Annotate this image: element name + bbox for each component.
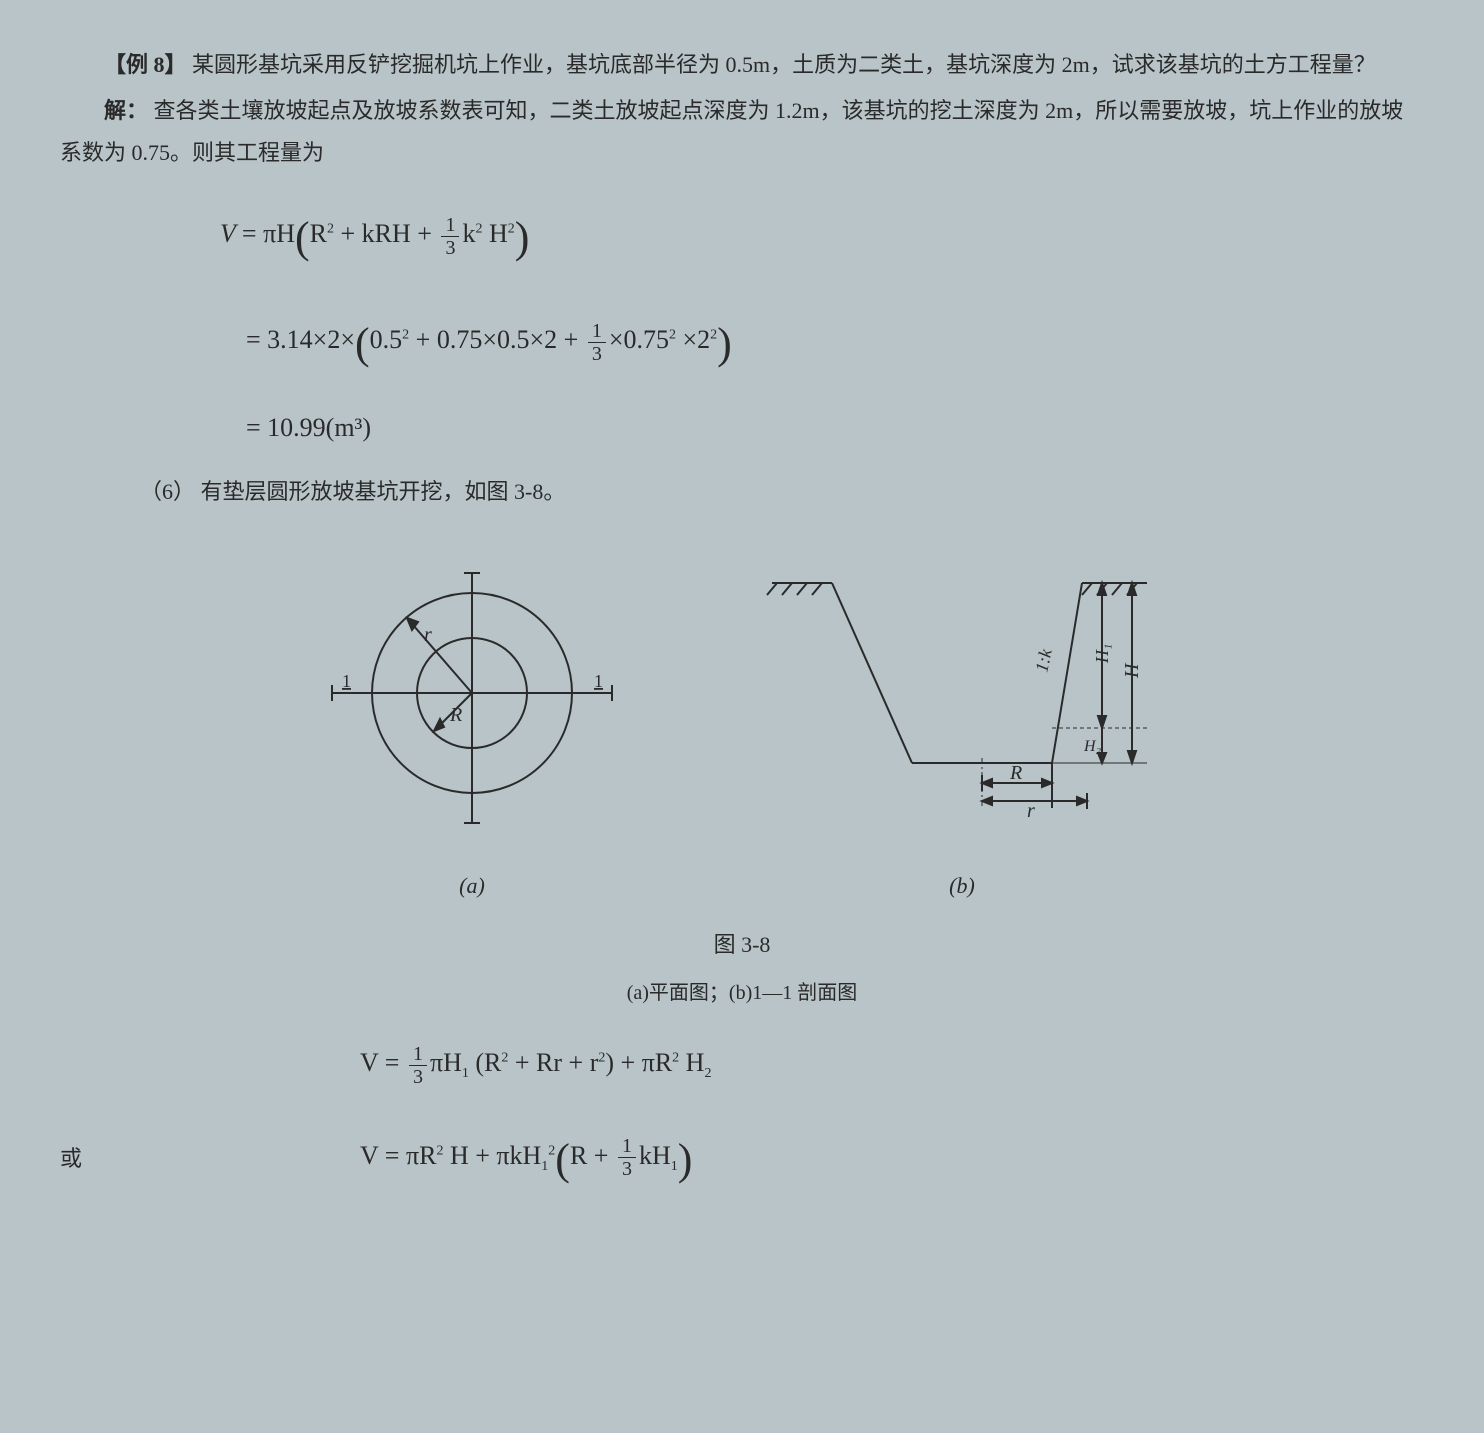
example-label: 【例 8】 bbox=[104, 52, 187, 77]
plan-r-label: r bbox=[424, 624, 432, 646]
figure-a: R r 1 1 (a) bbox=[312, 563, 632, 915]
formula-line-2: = 3.14×2×(0.52 + 0.75×0.5×2 + 13×0.752 ×… bbox=[246, 291, 1424, 397]
or-label: 或 bbox=[60, 1138, 100, 1180]
solution-text: 查各类土壤放坡起点及放坡系数表可知，二类土放坡起点深度为 1.2m，该基坑的挖土… bbox=[60, 98, 1403, 165]
section-view-svg: 1:k H H₁ H₂ R r bbox=[752, 543, 1172, 843]
item6-text: 有垫层圆形放坡基坑开挖，如图 3-8。 bbox=[201, 479, 566, 504]
section-r-label: r bbox=[1027, 800, 1035, 822]
formula2-line1: V = 13πH1 (R2 + Rr + r2) + πR2 H2 bbox=[360, 1032, 1424, 1094]
formula2-line2-row: 或 V = πR2 H + πkH12(R + 13kH1) bbox=[60, 1107, 1424, 1213]
example-problem-text: 某圆形基坑采用反铲挖掘机坑上作业，基坑底部半径为 0.5m，土质为二类土，基坑深… bbox=[192, 52, 1376, 77]
figure-b: 1:k H H₁ H₂ R r (b) bbox=[752, 543, 1172, 915]
formula-line-1: V = πH(R2 + kRH + 13k2 H2) bbox=[220, 185, 1424, 291]
figure-row: R r 1 1 (a) bbox=[60, 543, 1424, 915]
item-6: （6） 有垫层圆形放坡基坑开挖，如图 3-8。 bbox=[140, 471, 1424, 513]
formula-numeric-pre: = 3.14×2× bbox=[246, 325, 355, 354]
example-problem: 【例 8】 某圆形基坑采用反铲挖掘机坑上作业，基坑底部半径为 0.5m，土质为二… bbox=[60, 44, 1424, 86]
volume-formula: V = πH(R2 + kRH + 13k2 H2) = 3.14×2×(0.5… bbox=[220, 185, 1424, 459]
fig-a-label: (a) bbox=[312, 865, 632, 907]
fig-b-label: (b) bbox=[752, 865, 1172, 907]
plan-R-label: R bbox=[449, 704, 462, 726]
frac1-den: 3 bbox=[441, 237, 459, 259]
plan-view-svg: R r 1 1 bbox=[312, 563, 632, 843]
frac1-num: 1 bbox=[441, 214, 459, 237]
plan-tick-left: 1 bbox=[342, 671, 351, 691]
figure-caption: 图 3-8 bbox=[60, 924, 1424, 966]
figure-subcaption: (a)平面图；(b)1—1 剖面图 bbox=[60, 974, 1424, 1012]
frac2-den: 3 bbox=[588, 343, 606, 365]
formula2-line2: V = πR2 H + πkH12(R + 13kH1) bbox=[360, 1107, 692, 1213]
formula-line-3: = 10.99(m³) bbox=[246, 397, 1424, 459]
formula-pi-H: = πH bbox=[242, 219, 295, 248]
frac2-num: 1 bbox=[588, 320, 606, 343]
frac3-den: 3 bbox=[409, 1066, 427, 1088]
plan-tick-right: 1 bbox=[594, 671, 603, 691]
solution-label: 解： bbox=[104, 98, 148, 123]
H-label: H bbox=[1121, 662, 1143, 679]
frac4-den: 3 bbox=[618, 1158, 636, 1180]
frac3-num: 1 bbox=[409, 1043, 427, 1066]
formula-V: V bbox=[220, 219, 235, 248]
solution-para: 解： 查各类土壤放坡起点及放坡系数表可知，二类土放坡起点深度为 1.2m，该基坑… bbox=[60, 90, 1424, 174]
item6-label: （6） bbox=[140, 479, 195, 504]
slope-label: 1:k bbox=[1031, 646, 1056, 674]
H2-label: H₂ bbox=[1083, 738, 1102, 755]
formula-inner1: R2 + kRH + bbox=[310, 219, 439, 248]
frac4-num: 1 bbox=[618, 1135, 636, 1158]
H1-label: H₁ bbox=[1092, 644, 1112, 664]
section-R-label: R bbox=[1009, 762, 1022, 784]
